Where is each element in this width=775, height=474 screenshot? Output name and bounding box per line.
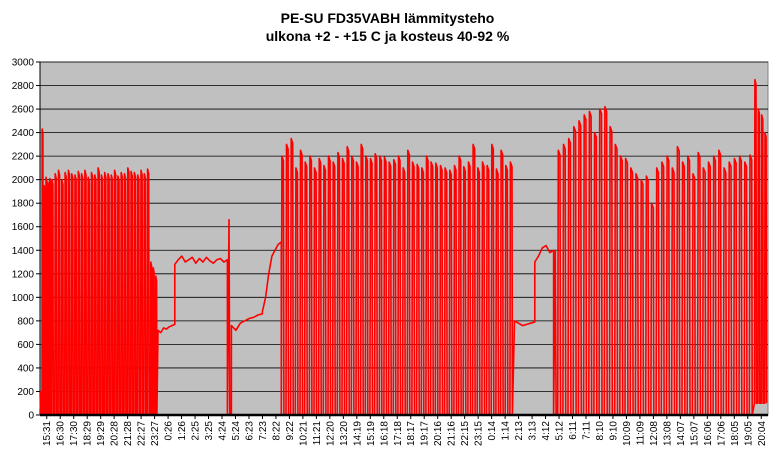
x-tick-label: 17:06 xyxy=(716,421,727,446)
x-tick-label: 8:22 xyxy=(271,421,282,441)
x-tick-label: 11:09 xyxy=(635,421,646,446)
x-tick-label: 4:12 xyxy=(541,421,552,441)
x-tick-label: 4:24 xyxy=(218,421,229,441)
x-tick-label: 14:07 xyxy=(676,421,687,446)
x-tick-label: 16:06 xyxy=(703,421,714,446)
x-tick-label: 7:11 xyxy=(582,421,593,440)
x-tick-label: 12:20 xyxy=(325,421,336,446)
x-tick-label: 17:30 xyxy=(69,421,80,446)
x-tick-label: 18:17 xyxy=(406,421,417,446)
x-tick-label: 8:10 xyxy=(595,421,606,441)
series-line xyxy=(39,78,768,416)
x-tick-label: 15:07 xyxy=(689,421,700,446)
x-tick-label: 16:30 xyxy=(56,421,67,446)
x-tick-label: 3:13 xyxy=(528,421,539,441)
x-tick-label: 6:11 xyxy=(568,421,579,440)
x-tick-label: 20:16 xyxy=(433,421,444,446)
chart-title: PE-SU FD35VABH lämmitysteho xyxy=(280,10,495,26)
x-tick-label: 19:05 xyxy=(743,421,754,446)
x-tick-label: 23:15 xyxy=(474,421,485,446)
y-tick-label: 2000 xyxy=(12,175,35,186)
y-tick-label: 2400 xyxy=(12,128,35,139)
x-tick-label: 0:26 xyxy=(164,421,175,441)
y-tick-label: 2800 xyxy=(12,81,35,92)
x-tick-label: 9:22 xyxy=(285,421,296,441)
x-tick-label: 12:08 xyxy=(649,421,660,446)
x-tick-label: 1:14 xyxy=(501,421,512,441)
x-tick-label: 1:26 xyxy=(177,421,188,441)
x-tick-label: 2:13 xyxy=(514,421,525,441)
x-tick-label: 0:14 xyxy=(487,421,498,441)
x-tick-label: 18:05 xyxy=(730,421,741,446)
x-tick-label: 10:09 xyxy=(622,421,633,446)
x-tick-label: 14:19 xyxy=(352,421,363,446)
y-tick-label: 1800 xyxy=(12,199,35,210)
y-tick-label: 600 xyxy=(17,340,34,351)
x-tick-label: 6:23 xyxy=(244,421,255,441)
chart-subtitle: ulkona +2 - +15 C ja kosteus 40-92 % xyxy=(265,28,510,44)
x-tick-label: 5:12 xyxy=(555,421,566,441)
x-tick-label: 15:19 xyxy=(366,421,377,446)
y-tick-label: 1400 xyxy=(12,246,35,257)
y-tick-label: 1600 xyxy=(12,222,35,233)
x-tick-label: 21:16 xyxy=(447,421,458,446)
y-tick-label: 400 xyxy=(17,363,34,374)
x-tick-label: 16:18 xyxy=(379,421,390,446)
x-tick-label: 18:29 xyxy=(83,421,94,446)
x-tick-label: 19:17 xyxy=(420,421,431,446)
x-tick-label: 22:27 xyxy=(137,421,148,446)
x-tick-label: 11:21 xyxy=(312,421,323,446)
x-tick-label: 9:10 xyxy=(608,421,619,441)
y-tick-label: 0 xyxy=(28,411,34,422)
y-tick-label: 200 xyxy=(17,387,34,398)
x-tick-label: 7:23 xyxy=(258,421,269,441)
x-tick-label: 3:25 xyxy=(204,421,215,441)
y-tick-label: 2200 xyxy=(12,152,35,163)
y-tick-label: 1000 xyxy=(12,293,35,304)
y-tick-label: 800 xyxy=(17,316,34,327)
x-tick-label: 2:25 xyxy=(191,421,202,441)
y-tick-label: 1200 xyxy=(12,269,35,280)
y-tick-label: 2600 xyxy=(12,105,35,116)
x-tick-label: 13:08 xyxy=(662,421,673,446)
x-tick-label: 21:28 xyxy=(123,421,134,446)
y-tick-label: 3000 xyxy=(12,58,35,69)
x-tick-label: 15:31 xyxy=(42,421,53,446)
x-tick-label: 19:29 xyxy=(96,421,107,446)
x-tick-label: 20:28 xyxy=(110,421,121,446)
x-tick-label: 17:18 xyxy=(393,421,404,446)
x-tick-label: 10:21 xyxy=(298,421,309,446)
x-tick-label: 22:15 xyxy=(460,421,471,446)
x-tick-label: 13:20 xyxy=(339,421,350,446)
x-tick-label: 20:04 xyxy=(757,421,768,446)
x-tick-label: 23:27 xyxy=(150,421,161,446)
x-tick-label: 5:24 xyxy=(231,421,242,441)
